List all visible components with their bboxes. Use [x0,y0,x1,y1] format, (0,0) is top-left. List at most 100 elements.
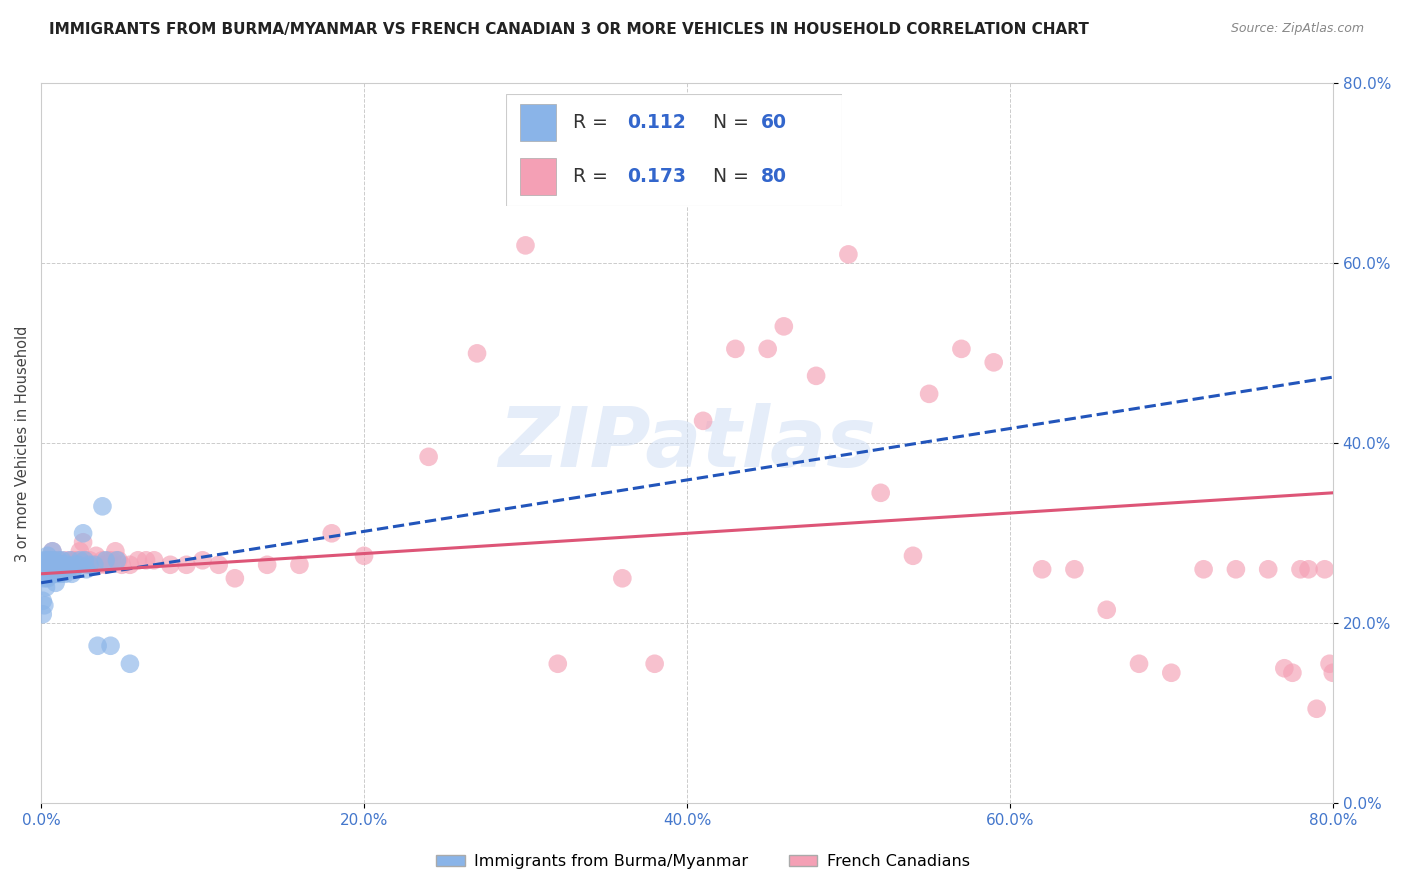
Point [52,558,75,572]
Point [1272,661,1295,675]
Point [34,571,56,585]
Point [1128,657,1150,671]
Point [63,558,86,572]
Point [35,553,58,567]
Point [176,558,198,572]
Point [35,566,58,581]
Point [1257,562,1279,576]
Point [56,558,79,572]
Point [53,553,76,567]
Point [52,558,75,572]
Point [1319,657,1341,671]
Point [75,562,97,576]
Point [94,553,117,567]
Point [39,553,62,567]
Point [51,562,73,576]
Point [73,553,96,567]
Point [756,342,779,356]
Point [83,558,105,572]
Point [1281,665,1303,680]
Point [97,553,120,567]
Point [118,558,141,572]
Point [37,549,59,563]
Point [118,657,141,671]
Point [72,526,94,541]
Point [135,553,157,567]
Point [1322,665,1344,680]
Point [804,368,827,383]
Point [60,566,83,581]
Point [159,558,181,572]
Point [53,566,76,581]
Point [56,558,79,572]
Point [127,553,149,567]
Point [39,558,62,572]
Point [1225,562,1247,576]
Point [49,558,72,572]
Point [48,562,70,576]
Point [224,571,246,585]
Point [100,639,122,653]
Point [34,599,56,613]
Point [41,544,63,558]
Point [41,562,63,576]
Point [418,450,440,464]
Point [38,562,60,576]
Point [49,566,72,581]
Point [67,558,90,572]
Point [101,553,124,567]
Point [84,549,107,563]
Point [79,553,101,567]
Point [983,355,1005,369]
Point [42,566,65,581]
Point [1031,562,1053,576]
Point [62,562,84,576]
Point [353,549,375,563]
Point [39,558,62,572]
Point [143,553,166,567]
Point [1192,562,1215,576]
Point [39,566,62,581]
Point [901,549,924,563]
Point [772,319,794,334]
Point [31,594,53,608]
Point [1063,562,1085,576]
Point [72,535,94,549]
Point [105,553,128,567]
Point [37,558,59,572]
Point [104,544,127,558]
Point [59,553,82,567]
Point [69,544,91,558]
Point [49,558,72,572]
Legend: Immigrants from Burma/Myanmar, French Canadians: Immigrants from Burma/Myanmar, French Ca… [430,847,976,875]
Point [37,571,59,585]
Point [38,558,60,572]
Point [42,553,65,567]
Point [89,558,111,572]
Point [38,562,60,576]
Point [1313,562,1336,576]
Point [612,571,634,585]
Point [66,553,89,567]
Point [51,553,73,567]
Text: ZIPatlas: ZIPatlas [498,403,876,483]
Point [53,562,76,576]
Point [94,558,117,572]
Point [34,553,56,567]
Point [46,558,69,572]
Point [918,387,941,401]
Point [91,500,114,514]
Point [45,562,67,576]
Point [1305,702,1327,716]
Point [48,553,70,567]
Point [35,562,58,576]
Point [465,346,488,360]
Point [46,562,69,576]
Point [869,485,891,500]
Point [724,342,747,356]
Point [75,558,97,572]
Point [37,553,59,567]
Point [59,553,82,567]
Point [39,562,62,576]
Point [60,558,83,572]
